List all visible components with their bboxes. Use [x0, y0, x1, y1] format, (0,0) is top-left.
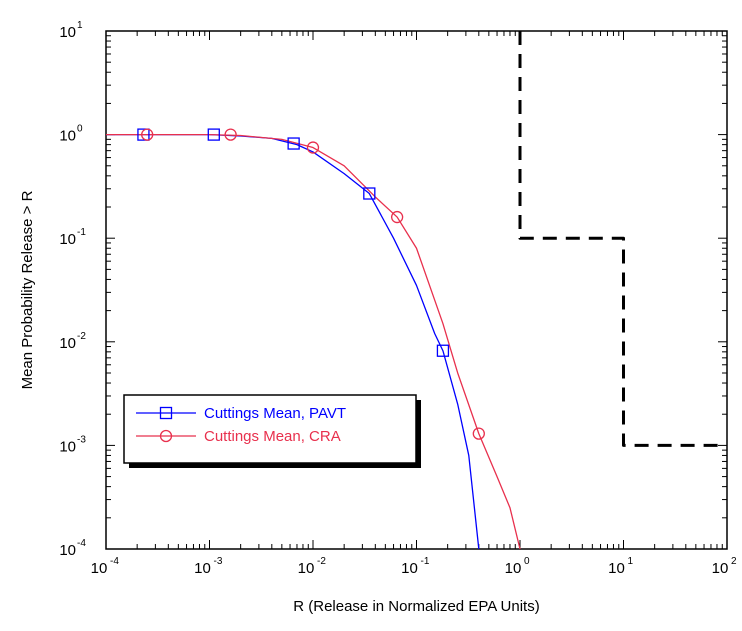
legend-label-pavt: Cuttings Mean, PAVT [204, 405, 346, 422]
legend-marker-pavt [159, 406, 173, 420]
x-axis-label: R (Release in Normalized EPA Units) [293, 598, 539, 615]
marker-point-pavt [436, 344, 450, 357]
x-tick-label-exponent: -4 [110, 556, 119, 567]
x-tick-label: 10 [608, 560, 625, 577]
x-tick-label: 10 [194, 560, 211, 577]
tick-marks [105, 31, 727, 550]
x-tick-label: 10 [505, 560, 522, 577]
x-tick-label-exponent: -1 [421, 556, 430, 567]
legend-marker-cra [159, 429, 173, 443]
marker-point-pavt [363, 187, 376, 200]
y-tick-label: 10 [59, 24, 76, 41]
y-tick-label-exponent: -3 [77, 434, 86, 445]
legend-label-cra: Cuttings Mean, CRA [204, 428, 341, 445]
x-tick-label: 10 [401, 560, 418, 577]
tick-labels: 10 -4 10 -3 10 -2 10 -1 10 0 10 1 10 210 -410 -310 -210-… [59, 20, 737, 577]
legend-box [123, 394, 417, 464]
x-tick-label-exponent: -2 [317, 556, 326, 567]
marker-point-cra [141, 128, 154, 141]
x-tick-label-exponent: 2 [731, 556, 737, 567]
x-tick-label-exponent: 0 [524, 556, 530, 567]
y-tick-label: 10 [59, 231, 76, 248]
epa-limit-line [518, 31, 727, 447]
marker-point-pavt [207, 128, 220, 141]
marker-point-cra [472, 427, 485, 440]
series-markers [137, 128, 485, 440]
plot-area [105, 30, 728, 550]
y-tick-label: 10 [59, 542, 76, 559]
y-tick-label: 10 [59, 128, 76, 145]
y-tick-label: 10 [59, 335, 76, 352]
marker-point-pavt [137, 128, 150, 141]
x-tick-label-exponent: 1 [628, 556, 634, 567]
y-tick-label-exponent: 1 [77, 20, 83, 31]
marker-point-cra [224, 128, 237, 141]
x-tick-label-exponent: -3 [214, 556, 223, 567]
x-tick-label: 10 [712, 560, 729, 577]
y-tick-label-exponent: 0 [77, 124, 83, 135]
y-tick-label-exponent: -2 [77, 331, 86, 342]
x-tick-label: 10 [298, 560, 315, 577]
marker-point-cra [306, 141, 320, 154]
y-tick-label-exponent: -1 [77, 227, 86, 238]
y-tick-label: 10 [59, 438, 76, 455]
x-tick-label: 10 [91, 560, 108, 577]
legend: Cuttings Mean, PAVT Cuttings Mean, CRA [123, 394, 421, 468]
y-tick-label-exponent: -4 [77, 538, 86, 549]
y-axis-label: Mean Probability Release > R [19, 190, 36, 389]
marker-point-cra [390, 210, 404, 224]
marker-point-pavt [287, 137, 300, 150]
